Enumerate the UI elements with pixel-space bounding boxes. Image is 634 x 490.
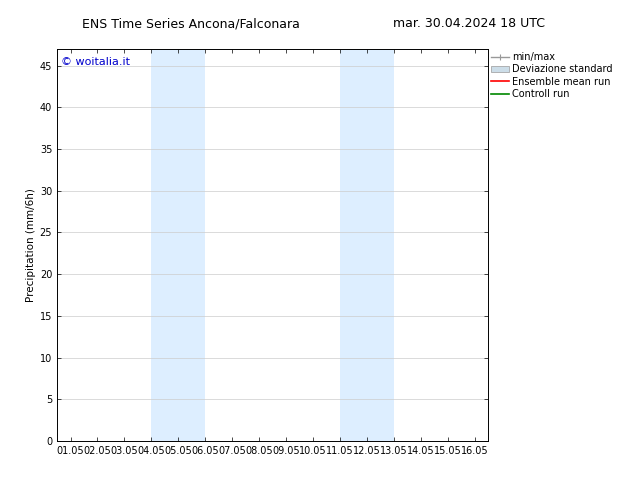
Text: ENS Time Series Ancona/Falconara: ENS Time Series Ancona/Falconara: [82, 17, 301, 30]
Text: © woitalia.it: © woitalia.it: [61, 57, 131, 67]
Text: mar. 30.04.2024 18 UTC: mar. 30.04.2024 18 UTC: [393, 17, 545, 30]
Bar: [152, 49, 205, 441]
Y-axis label: Precipitation (mm/6h): Precipitation (mm/6h): [25, 188, 36, 302]
Bar: [340, 49, 394, 441]
Legend: min/max, Deviazione standard, Ensemble mean run, Controll run: min/max, Deviazione standard, Ensemble m…: [488, 49, 616, 102]
